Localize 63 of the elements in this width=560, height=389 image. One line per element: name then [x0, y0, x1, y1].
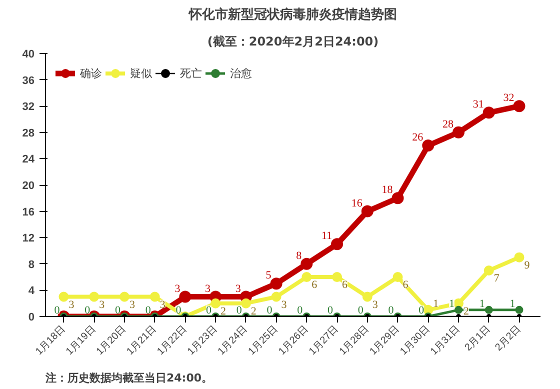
y-tick-label: 0 [28, 312, 35, 324]
data-label: 0 [236, 304, 242, 316]
data-label: 3 [281, 298, 288, 311]
data-label: 1 [479, 298, 485, 310]
data-label: 0 [266, 304, 273, 316]
data-label: 2 [220, 305, 226, 318]
data-label: 0 [114, 304, 121, 316]
legend-label: 确诊 [80, 66, 102, 80]
chart-title: 怀化市新型冠状病毒肺炎疫情趋势图 [188, 6, 397, 22]
y-tick-label: 24 [22, 154, 36, 166]
data-label: 3 [160, 298, 166, 311]
data-label: 6 [402, 279, 409, 292]
data-label: 3 [205, 282, 212, 295]
data-label: 0 [388, 304, 394, 316]
data-label: 3 [129, 298, 136, 311]
data-label: 8 [296, 250, 302, 262]
y-tick-label: 16 [22, 206, 35, 218]
legend-label: 死亡 [180, 66, 202, 80]
y-tick-label: 20 [22, 180, 35, 192]
data-label: 0 [418, 304, 425, 316]
data-label: 3 [99, 298, 106, 311]
data-label: 1 [433, 298, 439, 310]
data-label: 0 [328, 304, 334, 316]
y-tick-label: 28 [22, 127, 35, 140]
data-label: 18 [382, 184, 394, 196]
data-label: 1 [449, 298, 455, 310]
data-label: 2 [250, 305, 256, 318]
data-label: 26 [412, 132, 424, 144]
data-label: 11 [321, 230, 332, 242]
data-label: 28 [442, 118, 454, 130]
data-label: 0 [297, 304, 304, 316]
data-label: 0 [84, 304, 91, 316]
data-label: 3 [174, 282, 181, 295]
data-label: 2 [464, 305, 470, 318]
data-label: 6 [342, 279, 348, 292]
y-tick-label: 36 [22, 74, 35, 87]
data-label: 0 [145, 304, 152, 316]
text: 注：历史数据均截至当日24:00。 [44, 372, 213, 384]
y-tick-label: 8 [28, 258, 35, 271]
x-tick-label: 2月1日 [462, 324, 493, 354]
data-label: 5 [266, 270, 272, 282]
legend-label: 治愈 [230, 66, 252, 80]
data-label: 6 [312, 279, 318, 292]
data-label: 0 [176, 304, 182, 316]
chart-subtitle: (截至：2020年2月2日24:00) [207, 34, 379, 48]
y-tick-label: 40 [22, 48, 35, 60]
data-label: 0 [54, 304, 60, 316]
data-label: 0 [358, 304, 364, 316]
data-label: 3 [235, 282, 242, 295]
data-label: 3 [372, 298, 378, 311]
data-label: 1 [510, 298, 516, 310]
data-label: 9 [524, 259, 530, 272]
data-label: 7 [494, 272, 500, 284]
data-label: 0 [206, 304, 212, 316]
y-tick-label: 4 [28, 285, 36, 298]
data-label: 32 [503, 92, 514, 104]
y-tick-label: 12 [22, 232, 35, 245]
x-tick-label: 2月2日 [493, 324, 524, 354]
data-label: 16 [351, 197, 363, 210]
y-tick-label: 32 [22, 101, 35, 114]
data-label: 3 [68, 298, 75, 311]
legend-label: 疑似 [130, 66, 152, 80]
data-label: 31 [472, 98, 484, 111]
